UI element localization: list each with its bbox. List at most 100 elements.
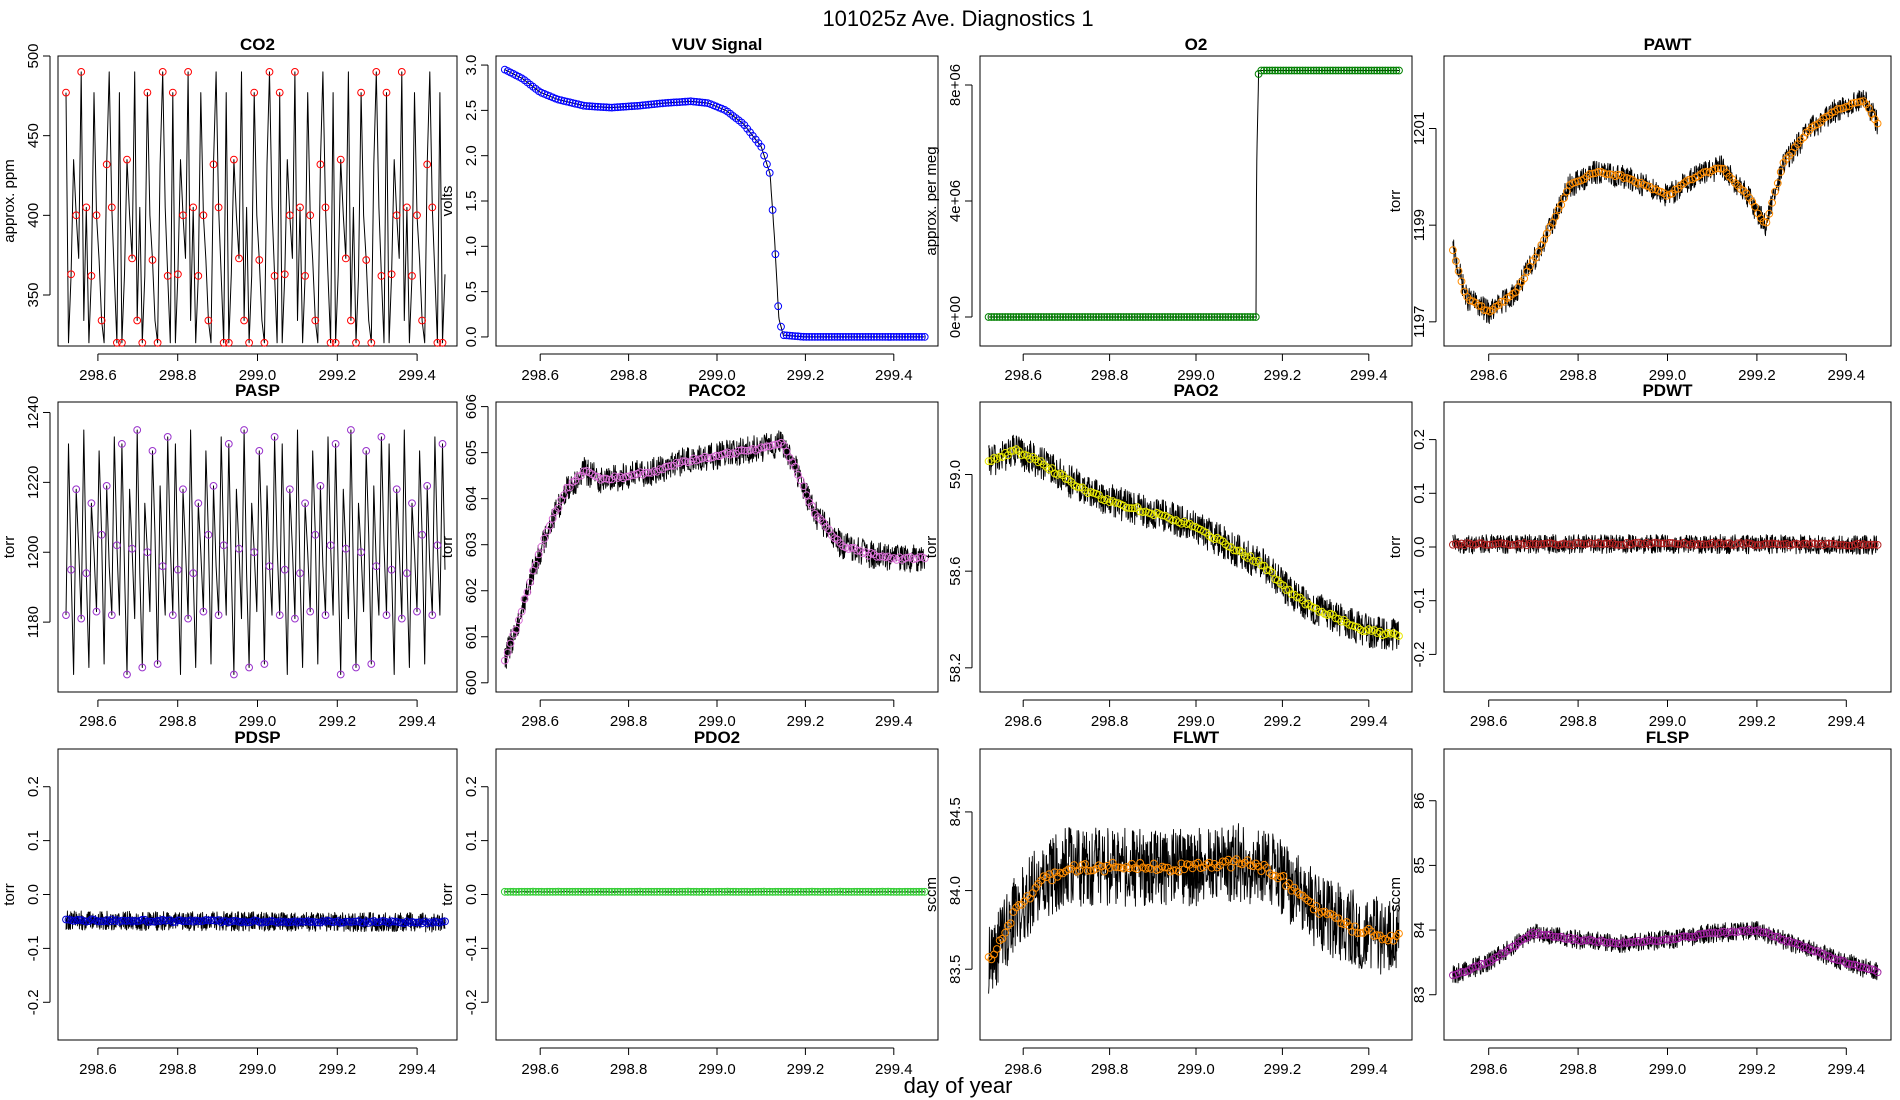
chart-pawt-data-point (1751, 202, 1759, 211)
chart-vuv-signal-x-tick-label: 299.2 (787, 367, 825, 384)
chart-pasp-data-point (67, 565, 75, 574)
chart-co2-data-point (296, 203, 304, 212)
chart-co2-data-point (250, 88, 259, 97)
chart-paco2-data-point (517, 607, 526, 616)
chart-pdo2-data-point (520, 887, 529, 896)
chart-pdo2-data-point (653, 887, 661, 896)
chart-pao2-data-point (1028, 453, 1037, 461)
chart-flsp-y-tick-label: 85 (1411, 857, 1428, 874)
chart-pdo2-data-point (901, 887, 909, 896)
chart-vuv-signal-y-tick-label: 2.5 (463, 100, 480, 121)
chart-flsp-data-point (1688, 932, 1697, 941)
chart-co2-data-point (438, 338, 447, 347)
chart-vuv-signal-data-point (791, 332, 799, 341)
chart-pdwt-data-point (1483, 541, 1491, 549)
chart-vuv-signal-data-point (802, 333, 811, 341)
chart-pdsp-panel: PDSP 298.6 298.8 299.0 299.2 299.4 -0.2 -0.1 0.0… (1, 728, 458, 1078)
chart-pdwt-data-point (1791, 539, 1799, 548)
chart-pdwt-data-point (1845, 541, 1853, 550)
chart-flsp-y-tick-label: 83 (1411, 986, 1428, 1003)
chart-pdwt-x-axis: 298.6 298.8 299.0 299.2 299.4 (1470, 699, 1865, 730)
chart-pdo2-data-point (644, 887, 653, 896)
chart-co2-data-point (367, 338, 376, 347)
chart-pao2-data-point (1128, 504, 1136, 513)
chart-pasp-data-point (403, 569, 411, 578)
chart-pdwt-data-point (1839, 541, 1848, 549)
chart-vuv-signal-data-point (616, 103, 625, 111)
chart-pdwt-data-point (1865, 540, 1873, 549)
chart-pdo2-data-point (689, 887, 698, 896)
chart-pdo2-data-point (782, 887, 791, 896)
chart-flwt-data-point (1150, 859, 1158, 868)
chart-pasp-data-point (214, 611, 223, 619)
chart-pdsp-data-point (433, 918, 442, 927)
chart-pdo2-data-point (884, 887, 892, 896)
chart-flwt-data-point (1053, 872, 1062, 881)
chart-o2-data-point (1070, 313, 1078, 321)
chart-o2-data-point (1064, 313, 1073, 321)
chart-vuv-signal-data-point (763, 160, 771, 169)
chart-vuv-signal-data-point (689, 97, 698, 106)
chart-pdsp-data-point (372, 918, 381, 927)
chart-flsp-y-label: sccm (1387, 877, 1404, 912)
chart-o2-data-point (1100, 313, 1109, 321)
chart-pasp-data-point (148, 447, 157, 455)
chart-o2-data-point (1205, 313, 1213, 321)
chart-pdwt-data-point (1543, 539, 1551, 548)
chart-flwt-data-point (1064, 865, 1073, 874)
chart-pao2-data-point (1229, 546, 1238, 555)
chart-o2-data-point (1279, 66, 1288, 75)
chart-pao2-data-point (1213, 533, 1222, 542)
chart-pdsp-data-point (181, 917, 190, 925)
chart-pawt-data-point (1620, 174, 1628, 183)
chart-pawt-data-point (1848, 99, 1856, 108)
chart-vuv-signal-data-point (794, 332, 802, 341)
chart-paco2-data-point (641, 468, 650, 477)
chart-vuv-signal-data-point (915, 333, 923, 341)
chart-pdo2-data-point (903, 887, 912, 896)
chart-pdwt-data-point (1779, 540, 1788, 549)
chart-pdo2-data-point (630, 887, 639, 896)
chart-co2-data-point (377, 272, 386, 280)
chart-flsp-data-point (1614, 939, 1623, 948)
chart-pdo2-data-point (551, 887, 560, 896)
chart-vuv-signal-data-point (816, 333, 825, 341)
chart-pdo2-data-point (740, 887, 749, 896)
chart-flsp-title: FLSP (1646, 728, 1689, 747)
chart-pdwt-data-point (1862, 541, 1871, 549)
chart-pdo2-data-point (605, 887, 613, 896)
chart-pdwt-data-point (1591, 539, 1600, 548)
chart-o2-plot-frame (979, 55, 1413, 347)
chart-flsp-data-point (1865, 965, 1873, 974)
chart-co2-data-point (189, 203, 198, 212)
chart-flwt-data-point (1293, 888, 1301, 896)
chart-flwt-data-point (1271, 871, 1279, 880)
chart-o2-data-point (1028, 313, 1037, 321)
chart-vuv-signal-data-point (760, 151, 768, 160)
chart-o2-data-point (1056, 313, 1065, 321)
chart-o2-data-point (1161, 313, 1169, 321)
chart-pao2-plot-frame (979, 401, 1413, 693)
chart-o2-data-point (1384, 66, 1392, 75)
chart-pdo2-data-point (622, 887, 630, 896)
chart-o2-data-point (1086, 313, 1095, 321)
chart-paco2-y-tick-label: 603 (463, 532, 480, 557)
chart-co2-data-point (301, 272, 310, 280)
chart-pdsp-y-tick-label: 0.0 (25, 884, 42, 905)
chart-o2-data-point (1315, 66, 1324, 75)
chart-vuv-signal-data-point (686, 97, 695, 106)
chart-pdsp-data-point (313, 918, 322, 927)
chart-o2-data-point (1378, 66, 1387, 75)
chart-pdo2-data-point (841, 887, 850, 896)
chart-pdo2-data-point (574, 887, 582, 896)
chart-co2-data-point (113, 338, 121, 347)
chart-o2-data-point (1006, 313, 1015, 321)
chart-paco2-data-point (599, 474, 608, 483)
chart-vuv-signal-x-axis: 298.6 298.8 299.0 299.2 299.4 (521, 353, 913, 384)
chart-o2-data-point (1271, 66, 1279, 75)
chart-co2-data-point (107, 203, 116, 212)
chart-vuv-signal-data-point (901, 333, 909, 341)
chart-o2-data-point (1373, 66, 1381, 75)
chart-vuv-signal-data-point (579, 101, 588, 110)
chart-pdo2-data-point (920, 887, 929, 896)
